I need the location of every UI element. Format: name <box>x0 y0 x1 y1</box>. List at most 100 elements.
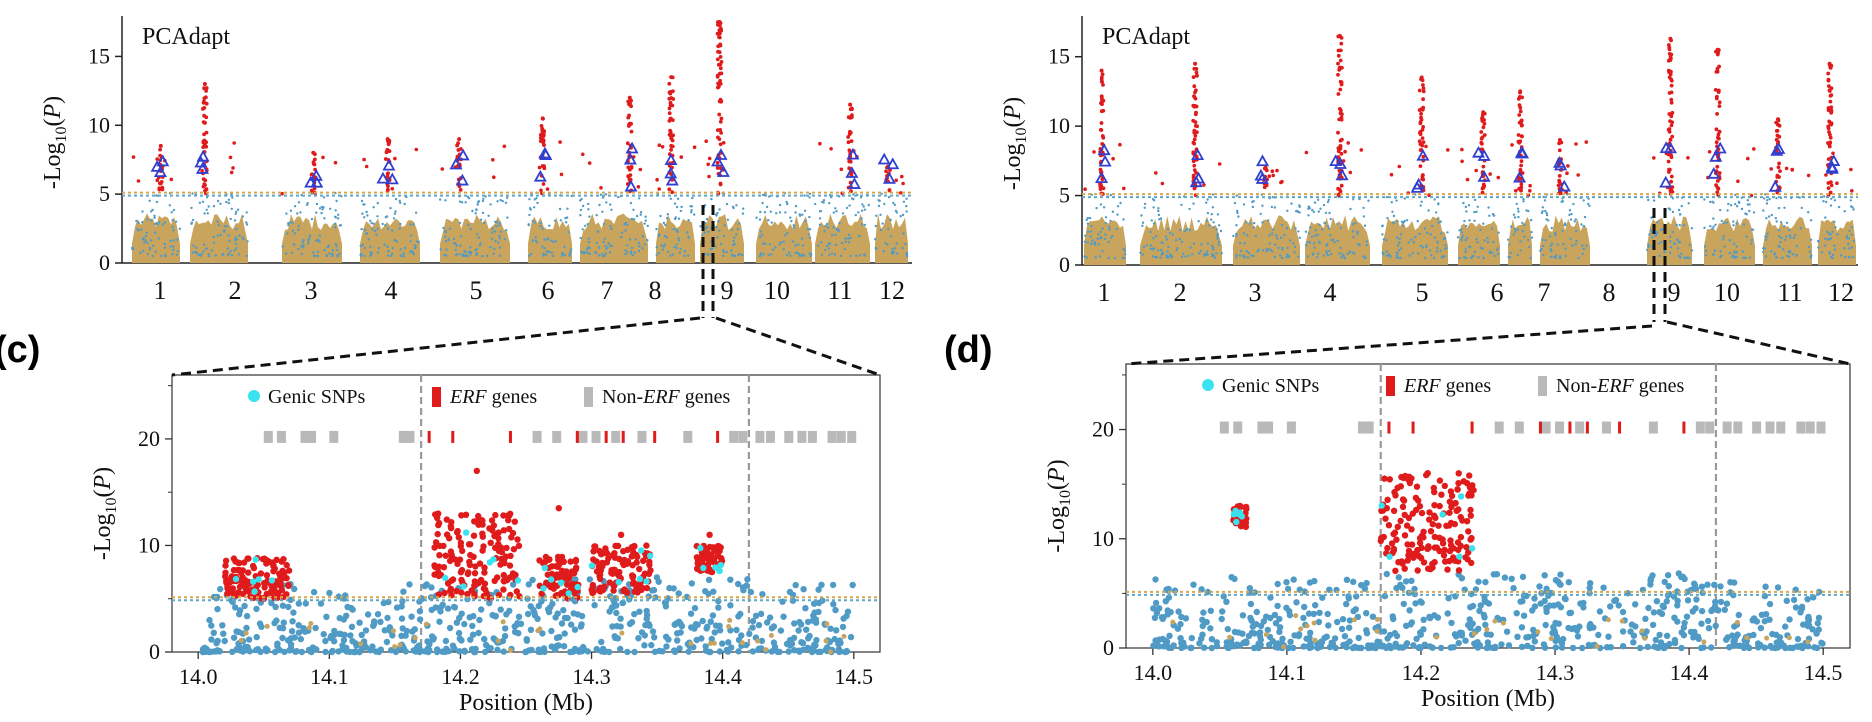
snp-point <box>790 219 793 223</box>
outlier-point <box>1669 174 1674 179</box>
snp-point <box>1548 235 1552 238</box>
snp-point <box>194 246 198 249</box>
snp-point <box>494 239 497 243</box>
snp-point <box>451 645 458 652</box>
snp-point-gold <box>1701 639 1707 645</box>
snp-point-gold <box>238 637 244 643</box>
snp-point <box>1090 242 1093 246</box>
snp-point <box>1663 250 1666 254</box>
snp-point <box>1141 221 1145 224</box>
snp-point <box>1399 256 1402 259</box>
snp-point <box>1734 202 1737 206</box>
snp-point <box>1491 227 1494 230</box>
outlier-point <box>559 172 564 177</box>
snp-point <box>675 246 678 250</box>
snp-point <box>1156 605 1163 612</box>
outlier-point <box>500 586 507 593</box>
peak-point <box>627 95 632 100</box>
chromosome-band <box>528 216 572 263</box>
chromosome-4-points <box>359 137 420 263</box>
non-erf-gene <box>1575 421 1585 434</box>
snp-point <box>1711 581 1718 588</box>
outlier-point <box>267 589 275 596</box>
snp-point <box>1453 633 1460 640</box>
outlier-point <box>660 145 665 149</box>
snp-point <box>444 229 447 233</box>
outlier-point <box>626 165 631 170</box>
snp-point <box>1510 585 1517 592</box>
snp-point <box>677 239 681 242</box>
snp-point <box>1852 239 1856 242</box>
outlier-point <box>435 591 442 598</box>
snp-point <box>1427 209 1430 212</box>
snp-point <box>639 213 642 216</box>
snp-point <box>829 581 837 589</box>
snp-point <box>1175 608 1182 615</box>
snp-point <box>1336 239 1339 243</box>
snp-point <box>1460 237 1463 240</box>
snp-point <box>1528 246 1531 249</box>
snp-point <box>833 627 840 634</box>
snp-point <box>1267 614 1274 622</box>
snp-point <box>1750 242 1753 245</box>
snp-point <box>281 245 284 248</box>
snp-point <box>1848 229 1851 233</box>
snp-point <box>1298 211 1301 214</box>
y-tick-label: 20 <box>138 426 160 451</box>
triangle-marker <box>1768 179 1782 192</box>
snp-point <box>219 202 222 205</box>
snp-point <box>1805 613 1812 621</box>
snp-point <box>334 215 337 218</box>
snp-point <box>409 628 416 635</box>
snp-point <box>1517 215 1520 219</box>
snp-point <box>1408 577 1415 584</box>
outlier-point <box>1715 185 1720 190</box>
snp-point <box>1826 230 1829 234</box>
snp-point <box>1238 254 1242 257</box>
snp-point <box>1541 572 1548 579</box>
outlier-point <box>495 541 502 548</box>
snp-point <box>1653 598 1661 605</box>
snp-point <box>217 224 221 227</box>
outlier-point <box>1828 135 1833 140</box>
snp-point <box>1245 221 1248 224</box>
snp-point <box>513 621 521 628</box>
snp-point <box>1545 213 1549 217</box>
snp-point <box>1326 243 1329 246</box>
outlier-point <box>476 560 484 567</box>
snp-point <box>1825 200 1828 204</box>
snp-point <box>1206 250 1209 253</box>
snp-point <box>208 622 215 629</box>
chromosome-2-points <box>1139 61 1223 265</box>
snp-point <box>1104 216 1108 219</box>
snp-point <box>302 243 305 247</box>
snp-point <box>548 224 551 227</box>
snp-point <box>629 201 633 205</box>
snp-point <box>836 637 843 644</box>
snp-point <box>1650 216 1653 219</box>
chromosome-10-points <box>755 192 813 263</box>
snp-point <box>455 244 458 247</box>
snp-point <box>1086 222 1090 225</box>
snp-point <box>1847 237 1851 240</box>
snp-point <box>469 227 473 231</box>
snp-point <box>1792 604 1800 611</box>
snp-point <box>593 645 600 653</box>
outlier-point <box>669 148 673 152</box>
snp-point <box>832 226 835 229</box>
snp-point <box>859 254 862 257</box>
snp-point <box>1149 230 1152 234</box>
snp-point <box>297 224 300 228</box>
outlier-cluster <box>588 531 654 597</box>
snp-point <box>791 620 798 627</box>
snp-point <box>743 582 750 589</box>
snp-point <box>1817 239 1820 243</box>
snp-point <box>489 611 496 619</box>
snp-point <box>1476 607 1483 615</box>
snp-point <box>1157 207 1160 210</box>
peak-point <box>848 102 853 107</box>
snp-point <box>1487 206 1490 209</box>
snp-point <box>1178 237 1182 241</box>
snp-point <box>1691 582 1699 589</box>
outlier-point <box>581 152 585 157</box>
